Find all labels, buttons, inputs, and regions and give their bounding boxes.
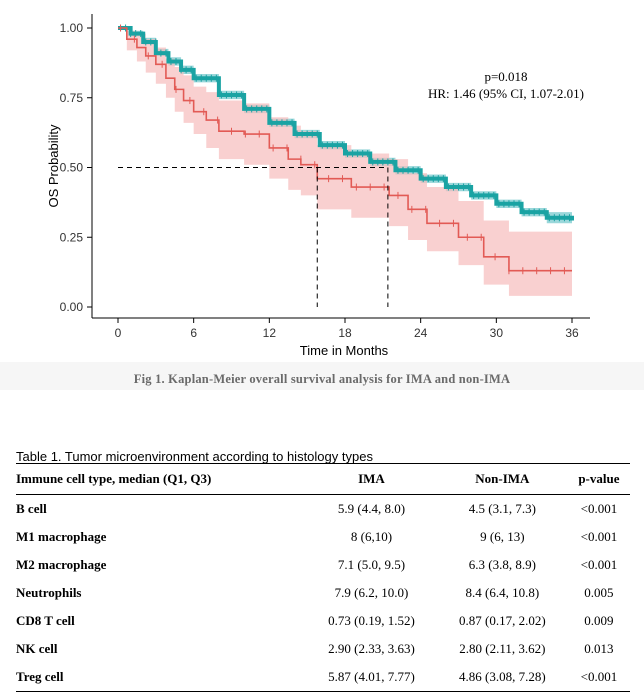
header-cell-non-ima: Non-IMA bbox=[436, 463, 568, 495]
p-value: 0.009 bbox=[584, 613, 614, 628]
table-row: M1 macrophage 8 (6,10) 9 (6, 13) <0.001 bbox=[16, 523, 630, 551]
header-cell-ima: IMA bbox=[306, 463, 437, 495]
table-row: CD8 T cell 0.73 (0.19, 1.52) 0.87 (0.17,… bbox=[16, 607, 630, 635]
ima-value: 0.73 (0.19, 1.52) bbox=[328, 613, 415, 628]
table-row: Neutrophils 7.9 (6.2, 10.0) 8.4 (6.4, 10… bbox=[16, 579, 630, 607]
table-row: Treg cell 5.87 (4.01, 7.77) 4.86 (3.08, … bbox=[16, 663, 630, 692]
y-tick-label: 0.00 bbox=[60, 300, 84, 314]
axes bbox=[91, 14, 590, 319]
figure-caption: Fig 1. Kaplan-Meier overall survival ana… bbox=[133, 372, 511, 386]
caption-band bbox=[0, 362, 644, 390]
header-cell-p-value: p-value bbox=[567, 463, 630, 495]
p-value: <0.001 bbox=[580, 529, 618, 544]
x-tick-label: 6 bbox=[190, 326, 197, 340]
row-label: CD8 T cell bbox=[16, 613, 75, 628]
table-row: NK cell 2.90 (2.33, 3.63) 2.80 (2.11, 3.… bbox=[16, 635, 630, 663]
row-label: Neutrophils bbox=[16, 585, 82, 600]
hazard-ratio-annotation: HR: 1.46 (95% CI, 1.07-2.01) bbox=[428, 86, 584, 101]
survival-curves bbox=[118, 24, 574, 275]
row-label: M2 macrophage bbox=[16, 557, 107, 572]
survival-curve-1 bbox=[118, 26, 574, 221]
p-value: <0.001 bbox=[580, 557, 618, 572]
x-tick-label: 12 bbox=[263, 326, 277, 340]
km-survival-chart: 0 6 12 18 24 30 36 0.00 0.25 0.50 0.75 1.00 OS Prob… bbox=[46, 14, 590, 358]
non-ima-value: 8.4 (6.4, 10.8) bbox=[465, 585, 540, 600]
p-value: 0.013 bbox=[584, 641, 614, 656]
non-ima-value: 0.87 (0.17, 2.02) bbox=[459, 613, 546, 628]
non-ima-value: 4.86 (3.08, 7.28) bbox=[436, 663, 568, 692]
ima-value: 5.87 (4.01, 7.77) bbox=[306, 663, 437, 692]
immune-cell-table: Immune cell type, median (Q1, Q3) IMA No… bbox=[16, 463, 630, 692]
row-label: M1 macrophage bbox=[16, 529, 107, 544]
ima-value: 5.9 (4.4, 8.0) bbox=[337, 501, 406, 516]
x-tick-label: 36 bbox=[565, 326, 579, 340]
ima-value: 7.1 (5.0, 9.5) bbox=[337, 557, 406, 572]
non-ima-value: 4.5 (3.1, 7.3) bbox=[468, 501, 536, 516]
p-value: <0.001 bbox=[567, 663, 630, 692]
table-header-row: Immune cell type, median (Q1, Q3) IMA No… bbox=[16, 463, 630, 495]
non-ima-value: 6.3 (3.8, 8.9) bbox=[468, 557, 536, 572]
non-ima-value: 9 (6, 13) bbox=[480, 529, 525, 544]
ima-value: 7.9 (6.2, 10.0) bbox=[334, 585, 409, 600]
row-label: Treg cell bbox=[16, 663, 306, 692]
y-axis-title: OS Probability bbox=[46, 124, 61, 208]
x-tick-label: 0 bbox=[115, 326, 122, 340]
non-ima-value: 2.80 (2.11, 3.62) bbox=[459, 641, 546, 656]
survival-curve-2 bbox=[118, 27, 572, 272]
table-row: M2 macrophage 7.1 (5.0, 9.5) 6.3 (3.8, 8… bbox=[16, 551, 630, 579]
p-value: <0.001 bbox=[580, 501, 618, 516]
y-tick-label: 1.00 bbox=[60, 21, 84, 35]
y-tick-label: 0.50 bbox=[60, 161, 84, 175]
p-value-annotation: p=0.018 bbox=[484, 69, 527, 84]
y-tick-label: 0.25 bbox=[60, 230, 84, 244]
tick-marks: 0 6 12 18 24 30 36 0.00 0.25 0.50 0.75 1.00 bbox=[60, 21, 579, 340]
x-tick-label: 24 bbox=[414, 326, 428, 340]
x-axis-title: Time in Months bbox=[300, 343, 389, 358]
header-cell-cell-type: Immune cell type, median (Q1, Q3) bbox=[16, 463, 306, 495]
ima-value: 2.90 (2.33, 3.63) bbox=[328, 641, 415, 656]
ima-value: 8 (6,10) bbox=[350, 529, 393, 544]
table-title: Table 1. Tumor microenvironment accordin… bbox=[16, 449, 373, 464]
row-label: B cell bbox=[16, 501, 47, 516]
x-tick-label: 18 bbox=[338, 326, 352, 340]
table-row: B cell 5.9 (4.4, 8.0) 4.5 (3.1, 7.3) <0.… bbox=[16, 495, 630, 524]
y-tick-label: 0.75 bbox=[60, 91, 84, 105]
row-label: NK cell bbox=[16, 641, 58, 656]
x-tick-label: 30 bbox=[490, 326, 504, 340]
p-value: 0.005 bbox=[584, 585, 614, 600]
